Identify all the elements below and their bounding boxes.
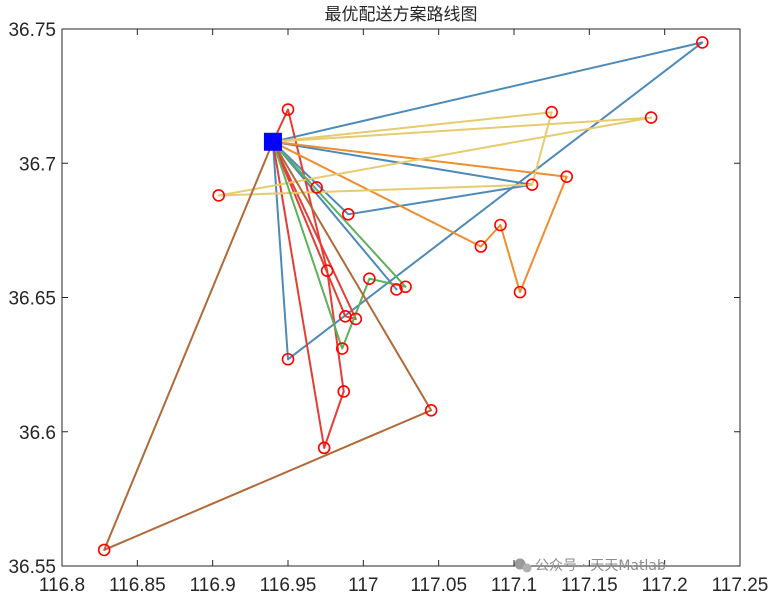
customer-point-14 bbox=[399, 280, 412, 294]
customer-point-4 bbox=[644, 111, 658, 124]
route-line-1 bbox=[271, 41, 704, 361]
customer-point-12 bbox=[320, 264, 334, 277]
customer-markers bbox=[97, 36, 709, 557]
route-line-2 bbox=[272, 141, 398, 291]
route-line-8 bbox=[271, 141, 407, 350]
customer-point-22 bbox=[424, 403, 438, 417]
x-tick-label: 117.25 bbox=[712, 575, 769, 596]
y-tick-label: 36.6 bbox=[19, 423, 56, 444]
customer-point-11 bbox=[474, 240, 488, 253]
customer-point-23 bbox=[317, 441, 331, 455]
x-tick-label: 116.95 bbox=[260, 575, 317, 596]
customer-point-9 bbox=[341, 207, 355, 221]
y-axis-ticks: 36.55 36.6 36.65 36.7 36.75 bbox=[8, 20, 740, 578]
x-tick-label: 116.8 bbox=[39, 575, 85, 596]
customer-point-20 bbox=[281, 352, 295, 366]
x-tick-label: 116.85 bbox=[109, 575, 166, 596]
customer-point-10 bbox=[494, 218, 507, 232]
customer-point-1 bbox=[696, 36, 709, 49]
customer-point-2 bbox=[281, 103, 295, 116]
y-tick-label: 36.65 bbox=[8, 289, 56, 310]
customer-point-15 bbox=[390, 283, 403, 296]
depot-square bbox=[263, 132, 282, 151]
y-tick-label: 36.75 bbox=[8, 20, 56, 41]
x-tick-label: 117 bbox=[348, 575, 378, 596]
customer-point-13 bbox=[363, 272, 376, 286]
customer-point-6 bbox=[525, 178, 539, 192]
depot-marker bbox=[263, 132, 282, 151]
customer-point-16 bbox=[513, 285, 527, 299]
route-line-6 bbox=[272, 140, 568, 294]
y-tick-label: 36.7 bbox=[19, 154, 56, 175]
route-line-7 bbox=[217, 111, 653, 197]
watermark: 公众号 · 天天Matlab bbox=[514, 558, 666, 574]
x-axis-ticks: 116.8 116.85 116.9 116.95 117 117.05 117.1 117.… bbox=[39, 29, 768, 596]
wechat-icon bbox=[514, 558, 532, 573]
chart-title: 最优配送方案路线图 bbox=[325, 5, 478, 25]
customer-point-5 bbox=[560, 170, 574, 183]
plot-area bbox=[62, 29, 740, 566]
customer-point-24 bbox=[97, 543, 111, 557]
customer-point-8 bbox=[212, 189, 225, 202]
y-tick-label: 36.55 bbox=[8, 557, 56, 578]
route-line-9 bbox=[103, 141, 433, 551]
x-tick-label: 117.05 bbox=[410, 575, 467, 596]
customer-point-18 bbox=[349, 312, 363, 326]
x-tick-label: 116.9 bbox=[190, 575, 236, 596]
customer-point-7 bbox=[310, 181, 323, 194]
customer-point-19 bbox=[335, 342, 349, 355]
customer-point-3 bbox=[545, 105, 558, 119]
watermark-text: 公众号 · 天天Matlab bbox=[535, 558, 666, 574]
x-tick-label: 117.15 bbox=[561, 575, 618, 596]
customer-point-21 bbox=[337, 385, 351, 398]
x-tick-label: 117.1 bbox=[491, 575, 537, 596]
x-tick-label: 117.2 bbox=[642, 575, 688, 596]
